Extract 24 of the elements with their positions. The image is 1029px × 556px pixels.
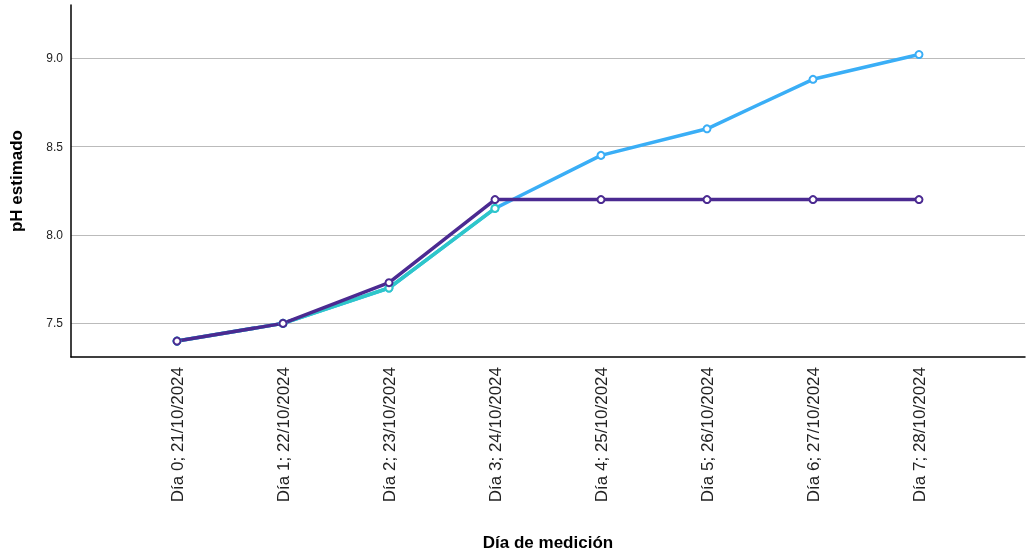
point [596, 195, 606, 205]
x-axis-title: Día de medición [482, 533, 614, 552]
point [914, 195, 924, 205]
y-tick-label: 8.0 [46, 227, 64, 242]
x-tick-label: Día 4; 25/10/2024 [591, 367, 611, 503]
point [490, 195, 500, 205]
point [914, 50, 924, 60]
x-tick-label: Día 2; 23/10/2024 [379, 367, 399, 503]
point [384, 278, 394, 288]
point [596, 150, 606, 160]
x-tick-label: Día 6; 27/10/2024 [803, 367, 823, 503]
x-tick-label: Día 0; 21/10/2024 [167, 367, 187, 503]
y-tick-label: 9.0 [46, 51, 64, 66]
x-tick-label: Día 1; 22/10/2024 [273, 367, 293, 503]
y-tick-label: 7.5 [46, 316, 64, 331]
x-tick-label: Día 7; 28/10/2024 [909, 367, 929, 503]
point [702, 124, 712, 134]
point [808, 195, 818, 205]
y-tick-label: 8.5 [46, 139, 64, 154]
point [702, 195, 712, 205]
x-tick-label: Día 3; 24/10/2024 [485, 367, 505, 503]
point [808, 74, 818, 84]
x-tick-label: Día 5; 26/10/2024 [697, 367, 717, 503]
y-axis-title: pH estimado [7, 129, 26, 233]
